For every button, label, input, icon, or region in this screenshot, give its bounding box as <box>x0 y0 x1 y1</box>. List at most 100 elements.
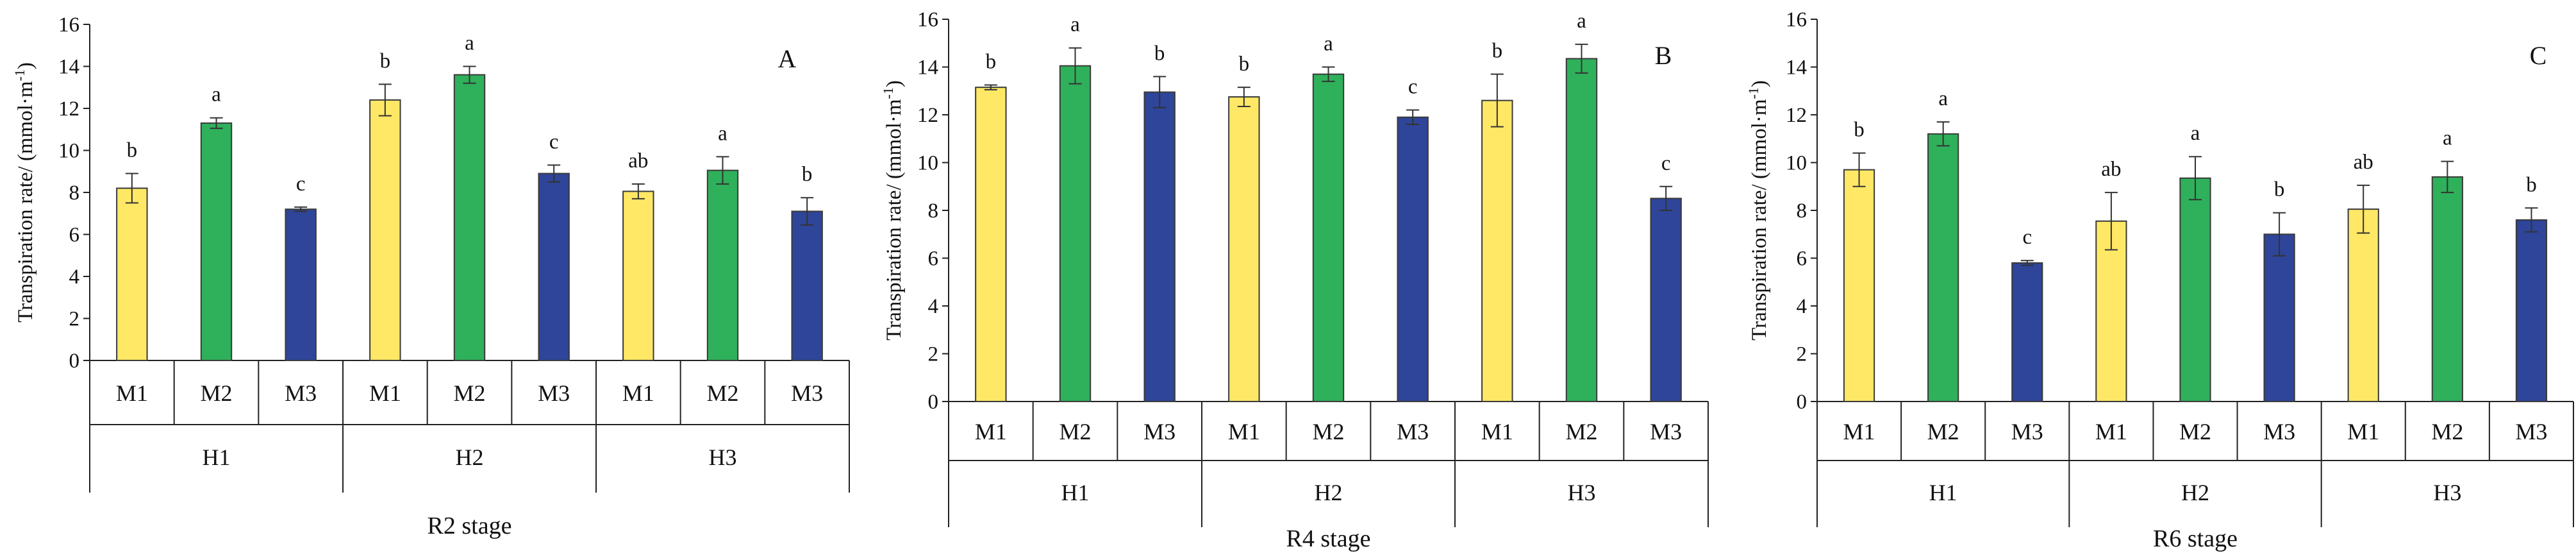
group-label: H2 <box>2181 480 2209 505</box>
y-tick-label: 2 <box>928 343 939 366</box>
bar-h3-m2 <box>2431 176 2463 402</box>
y-tick-label: 10 <box>1786 152 1807 175</box>
y-tick-label: 14 <box>58 56 79 79</box>
category-label: M1 <box>622 380 654 406</box>
group-label: H3 <box>2433 480 2461 505</box>
y-tick-label: 6 <box>69 224 80 247</box>
bar-h2-m2 <box>2179 177 2211 402</box>
significance-label: a <box>465 32 474 55</box>
significance-label: ab <box>628 149 648 173</box>
category-label: M3 <box>1143 419 1176 444</box>
significance-label: a <box>212 83 221 106</box>
y-tick-label: 12 <box>917 104 938 127</box>
chart-panel-a: 0 2 4 6 8 10 12 14 16 Transpiration rate/ (mmol·m… <box>12 13 850 539</box>
category-label: M2 <box>1312 419 1344 444</box>
bar-h2-m3 <box>538 173 570 361</box>
category-label: M3 <box>2263 419 2295 444</box>
significance-label: b <box>127 139 138 162</box>
category-label: M1 <box>975 419 1007 444</box>
bar-h2-m1 <box>369 99 401 361</box>
stage-label: R4 stage <box>1286 525 1371 552</box>
y-axis-title-text: Transpiration rate/ (mmol·m <box>883 99 906 341</box>
y-tick-label: 4 <box>928 295 939 318</box>
significance-label: b <box>986 50 997 73</box>
y-axis-title-sup: -1 <box>1745 87 1761 99</box>
y-tick-label: 12 <box>1786 104 1807 127</box>
significance-label: a <box>1324 33 1333 56</box>
category-label: M3 <box>285 380 317 406</box>
y-tick-label: 8 <box>1797 199 1807 223</box>
bar-h3-m1 <box>2347 208 2379 402</box>
bar-h1-m2 <box>1059 65 1092 402</box>
significance-label: c <box>1408 76 1418 99</box>
y-tick-label: 16 <box>917 8 938 31</box>
bar-h1-m1 <box>116 187 148 361</box>
category-label: M1 <box>1843 419 1875 444</box>
bar-h2-m2 <box>453 74 486 361</box>
category-label: M1 <box>1228 419 1260 444</box>
y-tick-label: 12 <box>58 97 79 121</box>
category-label: M2 <box>1059 419 1091 444</box>
category-label: M1 <box>2095 419 2127 444</box>
group-label: H1 <box>1929 480 1957 505</box>
y-tick-label: 10 <box>917 152 938 175</box>
bar-h1-m2 <box>200 122 233 362</box>
y-tick-label: 8 <box>928 199 939 223</box>
bar-h2-m1 <box>2095 220 2127 402</box>
significance-label: a <box>2191 122 2200 145</box>
significance-label: ab <box>2101 158 2121 181</box>
category-label: M2 <box>1565 419 1597 444</box>
category-label: M2 <box>453 380 485 406</box>
bar-h2-m3 <box>2263 233 2295 402</box>
y-tick-label: 16 <box>58 13 79 37</box>
bar-h1-m1 <box>975 87 1007 402</box>
y-tick-label: 0 <box>69 350 80 373</box>
y-tick-label: 2 <box>69 308 80 331</box>
panel-letter: B <box>1655 41 1672 70</box>
bar-h1-m1 <box>1843 169 1875 402</box>
y-tick-label: 4 <box>1797 295 1807 318</box>
category-label: M2 <box>706 380 738 406</box>
y-axis-title-text: Transpiration rate/ (mmol·m <box>14 81 37 323</box>
significance-label: b <box>380 49 391 72</box>
y-tick-label: 6 <box>1797 248 1807 271</box>
y-axis-title: Transpiration rate/ (mmol·m-1) <box>880 80 906 341</box>
significance-label: ab <box>2354 151 2373 174</box>
group-label: H1 <box>203 444 231 470</box>
significance-label: a <box>1070 13 1080 37</box>
category-label: M2 <box>2431 419 2463 444</box>
significance-label: a <box>1938 87 1948 110</box>
y-tick-label: 16 <box>1786 8 1807 31</box>
chart-panel-c: 0 2 4 6 8 10 12 14 16 Transpiration rate/ (mmol·m… <box>1745 8 2574 552</box>
category-label: M3 <box>2515 419 2547 444</box>
chart-panel-b: 0 2 4 6 8 10 12 14 16 Transpiration rate/ (mmol·m… <box>880 8 1709 552</box>
group-label: H2 <box>1315 480 1343 505</box>
panel-letter: C <box>2530 41 2547 70</box>
y-tick-label: 0 <box>1797 391 1807 414</box>
y-axis-title: Transpiration rate/ (mmol·m-1) <box>1745 80 1771 341</box>
category-label: M3 <box>538 380 570 406</box>
bar-h3-m3 <box>2515 219 2548 402</box>
group-label: H3 <box>709 444 737 470</box>
significance-label: c <box>549 130 559 153</box>
category-label: M3 <box>1397 419 1429 444</box>
significance-label: b <box>1239 53 1250 76</box>
y-tick-label: 0 <box>928 391 939 414</box>
category-label: M1 <box>116 380 148 406</box>
category-label: M1 <box>2347 419 2379 444</box>
category-label: M2 <box>1927 419 1959 444</box>
bar-h1-m2 <box>1927 133 1959 403</box>
y-tick-label: 4 <box>69 266 80 289</box>
significance-label: b <box>1854 119 1865 142</box>
y-tick-label: 14 <box>917 56 938 80</box>
bar-h2-m1 <box>1228 96 1260 402</box>
category-label: M1 <box>1481 419 1513 444</box>
significance-label: b <box>802 163 813 186</box>
y-tick-label: 2 <box>1797 343 1807 366</box>
y-tick-label: 10 <box>58 140 79 163</box>
y-axis-title-sup: -1 <box>12 69 28 81</box>
y-axis-title: Transpiration rate/ (mmol·m-1) <box>12 62 37 323</box>
category-label: M3 <box>791 380 823 406</box>
group-label: H3 <box>1568 480 1596 505</box>
